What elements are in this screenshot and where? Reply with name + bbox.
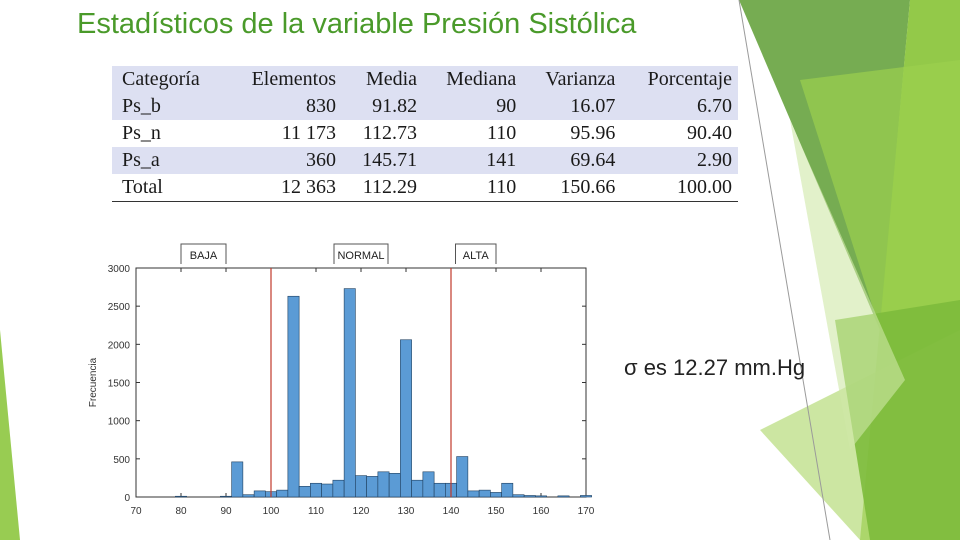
table-cell: 112.29 [342, 174, 424, 202]
histogram-bar [490, 492, 502, 498]
table-cell: Ps_n [122, 122, 161, 144]
x-tick-label: 110 [308, 506, 324, 517]
table-cell: 90.40 [687, 122, 732, 144]
histogram-bar [411, 479, 424, 498]
header-cell: Mediana [446, 68, 517, 90]
histogram-bar [535, 495, 547, 498]
x-tick-label: 90 [220, 506, 232, 517]
plot-area [135, 267, 587, 498]
y-tick-label: 500 [113, 455, 130, 466]
histogram-bar [231, 461, 244, 498]
y-tick-label: 3000 [108, 264, 131, 275]
histogram-bar [501, 482, 514, 498]
table-cell: 11 173 [281, 122, 337, 144]
histogram-bar [580, 495, 592, 498]
table-cell: Ps_b [122, 95, 161, 117]
histogram-bar [175, 495, 187, 498]
slide-title: Estadísticos de la variable Presión Sist… [77, 8, 637, 40]
histogram-bar [422, 471, 435, 498]
table-cell: 112.73 [362, 122, 418, 144]
y-tick-label: 2500 [108, 302, 131, 313]
histogram-bar [355, 475, 367, 498]
histogram-bar [456, 456, 469, 498]
histogram-bar [287, 295, 300, 498]
table-cell: 110 [486, 122, 517, 144]
x-tick-label: 160 [533, 506, 550, 517]
histogram-bar [523, 495, 536, 498]
histogram-bar [400, 339, 412, 498]
table-cell: 12 363 [225, 174, 343, 202]
histogram-bar [276, 489, 289, 498]
histogram-bar [332, 479, 345, 498]
table-cell: Ps_a [122, 149, 160, 171]
histogram-bar [242, 494, 255, 498]
x-tick-label: 130 [398, 506, 415, 517]
region-label: BAJA [190, 250, 218, 262]
table-cell: 90 [496, 95, 517, 117]
x-tick-label: 80 [175, 506, 187, 517]
histogram-bar [310, 482, 322, 498]
histogram-bar [557, 495, 570, 498]
table-row-total: Total 12 363 112.29 110 150.66 100.00 [112, 174, 738, 202]
header-cell: Porcentaje [647, 68, 732, 90]
header-cell: Categoría [122, 68, 200, 90]
y-tick-label: 0 [124, 493, 130, 504]
table-cell: 360 [306, 149, 337, 171]
histogram-bar [388, 473, 401, 498]
histogram-chart: 0 500 1000 1500 2000 2500 3000 70 80 90 100 110 120 1… [88, 243, 595, 517]
sigma-note: σ es 12.27 mm.Hg [624, 355, 806, 380]
table-row: Ps_a 360 145.71 141 69.64 2.90 [112, 147, 738, 174]
table-header-row: Categoría Elementos Media Mediana Varian… [112, 66, 738, 93]
table-row: Ps_b 830 91.82 90 16.07 6.70 [112, 93, 738, 120]
x-tick-label: 170 [578, 506, 595, 517]
x-tick-label: 150 [488, 506, 505, 517]
table-cell: 91.82 [372, 95, 418, 117]
statistics-table: Categoría Elementos Media Mediana Varian… [112, 66, 738, 202]
y-tick-label: 2000 [108, 340, 131, 351]
histogram-bar [433, 482, 446, 498]
table-cell: 830 [306, 95, 337, 117]
table-row: Ps_n 11 173 112.73 110 95.96 90.40 [112, 120, 738, 147]
table-cell: 16.07 [570, 95, 616, 117]
histogram-bar [366, 476, 379, 498]
header-cell: Varianza [545, 68, 616, 90]
histogram-bar [253, 490, 266, 498]
table-cell: 95.96 [570, 122, 616, 144]
y-axis-label: Frecuencia [88, 357, 99, 407]
histogram-bar [478, 489, 491, 498]
histogram-bar [220, 495, 232, 498]
histogram-bar [321, 483, 334, 498]
table-cell: 110 [423, 174, 523, 202]
histogram-bar [377, 471, 390, 498]
table-cell: 6.70 [697, 95, 732, 117]
histogram-bar [467, 490, 480, 498]
table-cell: 100.00 [621, 174, 738, 202]
x-tick-label: 120 [353, 506, 370, 517]
histogram-bar [298, 486, 311, 498]
x-tick-label: 100 [263, 506, 280, 517]
table-cell: 2.90 [697, 149, 732, 171]
table-cell: 150.66 [522, 174, 622, 202]
region-bracket [180, 243, 227, 264]
y-tick-label: 1000 [108, 417, 131, 428]
histogram-bar [512, 494, 525, 498]
region-label: NORMAL [337, 250, 384, 262]
histogram-bar [343, 288, 356, 498]
y-tick-label: 1500 [108, 379, 131, 390]
header-cell: Elementos [251, 68, 337, 90]
header-cell: Media [365, 68, 418, 90]
region-label: ALTA [463, 250, 490, 262]
table-cell: 141 [486, 149, 517, 171]
x-tick-label: 140 [443, 506, 460, 517]
table-cell: Total [112, 174, 226, 202]
region-bracket [333, 243, 389, 264]
table-cell: 145.71 [362, 149, 418, 171]
region-bracket [455, 243, 497, 264]
table-cell: 69.64 [570, 149, 616, 171]
x-tick-label: 70 [130, 506, 142, 517]
